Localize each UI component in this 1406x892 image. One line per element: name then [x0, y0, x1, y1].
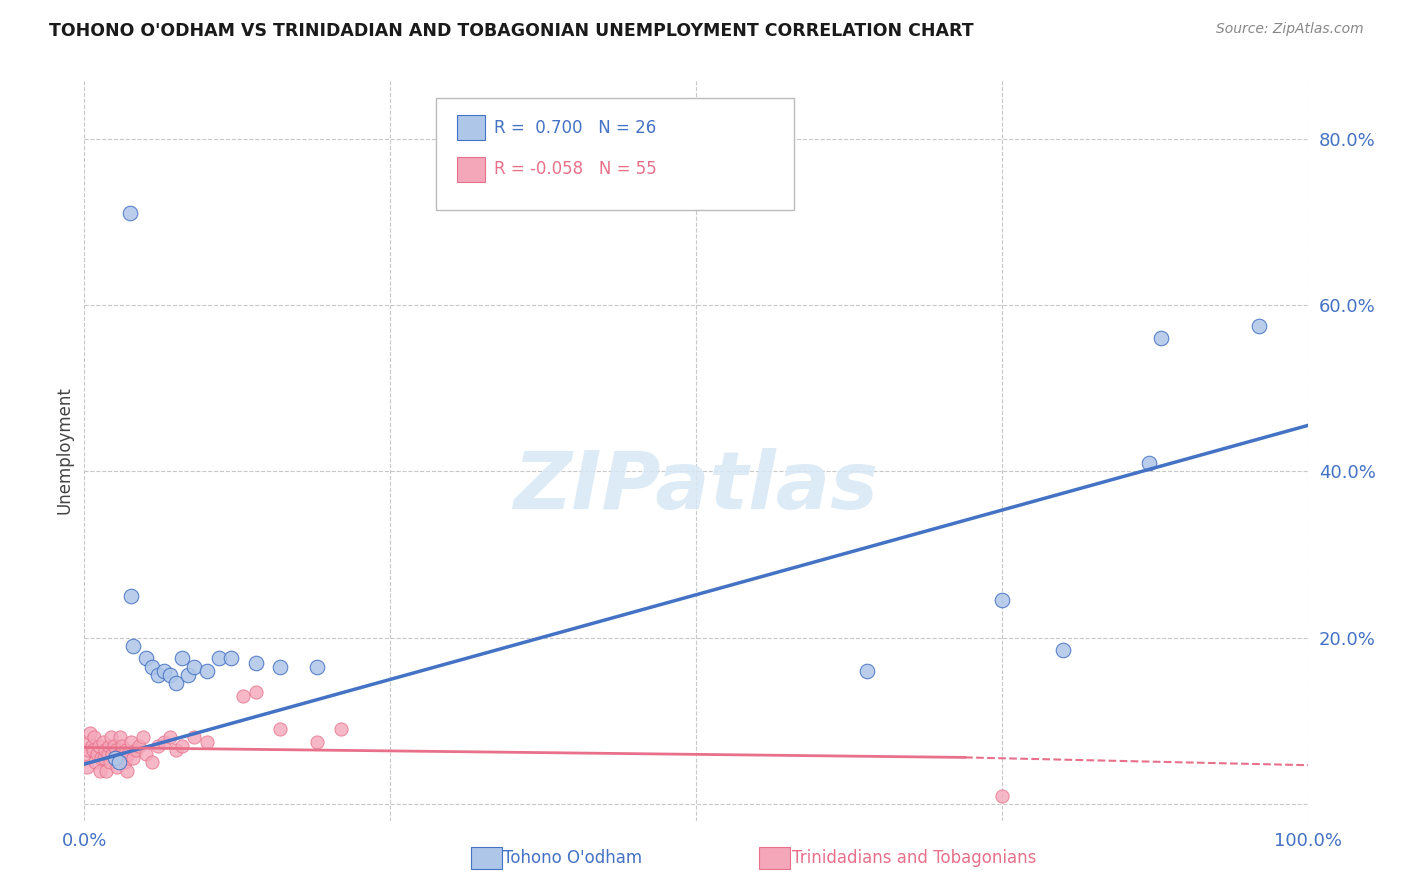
Point — [82, 743, 104, 757]
Point — [120, 734, 142, 748]
Point — [305, 734, 328, 748]
Point — [91, 734, 114, 748]
Point — [114, 756, 136, 770]
Point — [183, 731, 205, 745]
Point — [132, 731, 155, 745]
Point — [118, 206, 141, 220]
Point — [97, 739, 120, 753]
Text: TOHONO O'ODHAM VS TRINIDADIAN AND TOBAGONIAN UNEMPLOYMENT CORRELATION CHART: TOHONO O'ODHAM VS TRINIDADIAN AND TOBAGO… — [49, 22, 974, 40]
Point — [120, 589, 142, 603]
Point — [208, 651, 231, 665]
Point — [172, 739, 194, 753]
Point — [305, 659, 328, 673]
Point — [177, 668, 200, 682]
Point — [105, 759, 128, 773]
Point — [117, 747, 139, 761]
Point — [991, 789, 1014, 803]
Point — [80, 739, 103, 753]
Point — [115, 764, 138, 778]
Point — [111, 739, 134, 753]
Point — [245, 684, 267, 698]
Point — [112, 751, 135, 765]
Point — [107, 756, 129, 770]
Point — [90, 751, 112, 765]
Point — [195, 734, 218, 748]
Point — [159, 731, 181, 745]
Point — [330, 722, 353, 736]
Point — [84, 756, 107, 770]
Point — [125, 743, 148, 757]
Point — [141, 659, 163, 673]
Point — [110, 747, 132, 761]
Point — [195, 664, 218, 678]
Point — [146, 739, 169, 753]
Point — [103, 739, 125, 753]
Point — [183, 659, 205, 673]
Text: R =  0.700   N = 26: R = 0.700 N = 26 — [494, 119, 655, 136]
Point — [77, 734, 100, 748]
Point — [172, 651, 194, 665]
Point — [93, 751, 115, 765]
Point — [122, 639, 145, 653]
Text: Trinidadians and Tobagonians: Trinidadians and Tobagonians — [792, 849, 1036, 867]
Point — [86, 747, 108, 761]
Point — [100, 731, 122, 745]
Point — [1137, 456, 1160, 470]
Point — [153, 664, 176, 678]
Point — [73, 747, 96, 761]
Point — [135, 747, 157, 761]
Point — [232, 689, 254, 703]
Point — [526, 186, 548, 200]
Point — [141, 756, 163, 770]
Point — [1052, 643, 1074, 657]
Point — [107, 747, 129, 761]
Point — [108, 731, 131, 745]
Point — [76, 759, 98, 773]
Point — [269, 722, 291, 736]
Point — [146, 668, 169, 682]
Point — [1247, 318, 1270, 333]
Point — [245, 656, 267, 670]
Point — [89, 764, 111, 778]
Point — [96, 764, 118, 778]
Point — [128, 739, 150, 753]
Point — [165, 743, 187, 757]
Point — [104, 751, 127, 765]
Point — [159, 668, 181, 682]
Point — [991, 593, 1014, 607]
Point — [101, 747, 124, 761]
Point — [83, 731, 105, 745]
Text: Source: ZipAtlas.com: Source: ZipAtlas.com — [1216, 22, 1364, 37]
Point — [269, 659, 291, 673]
Point — [153, 734, 176, 748]
Point — [135, 651, 157, 665]
Point — [219, 651, 242, 665]
Point — [1150, 331, 1173, 345]
Point — [122, 751, 145, 765]
Point — [115, 743, 138, 757]
Text: ZIPatlas: ZIPatlas — [513, 449, 879, 526]
Point — [77, 743, 100, 757]
Point — [104, 751, 127, 765]
Point — [97, 747, 120, 761]
Point — [79, 726, 101, 740]
Point — [105, 743, 128, 757]
Text: Tohono O'odham: Tohono O'odham — [503, 849, 643, 867]
Point — [165, 676, 187, 690]
Point — [98, 756, 121, 770]
Point — [856, 664, 879, 678]
Point — [87, 739, 110, 753]
Y-axis label: Unemployment: Unemployment — [55, 386, 73, 515]
Point — [94, 743, 117, 757]
Text: R = -0.058   N = 55: R = -0.058 N = 55 — [494, 161, 657, 178]
